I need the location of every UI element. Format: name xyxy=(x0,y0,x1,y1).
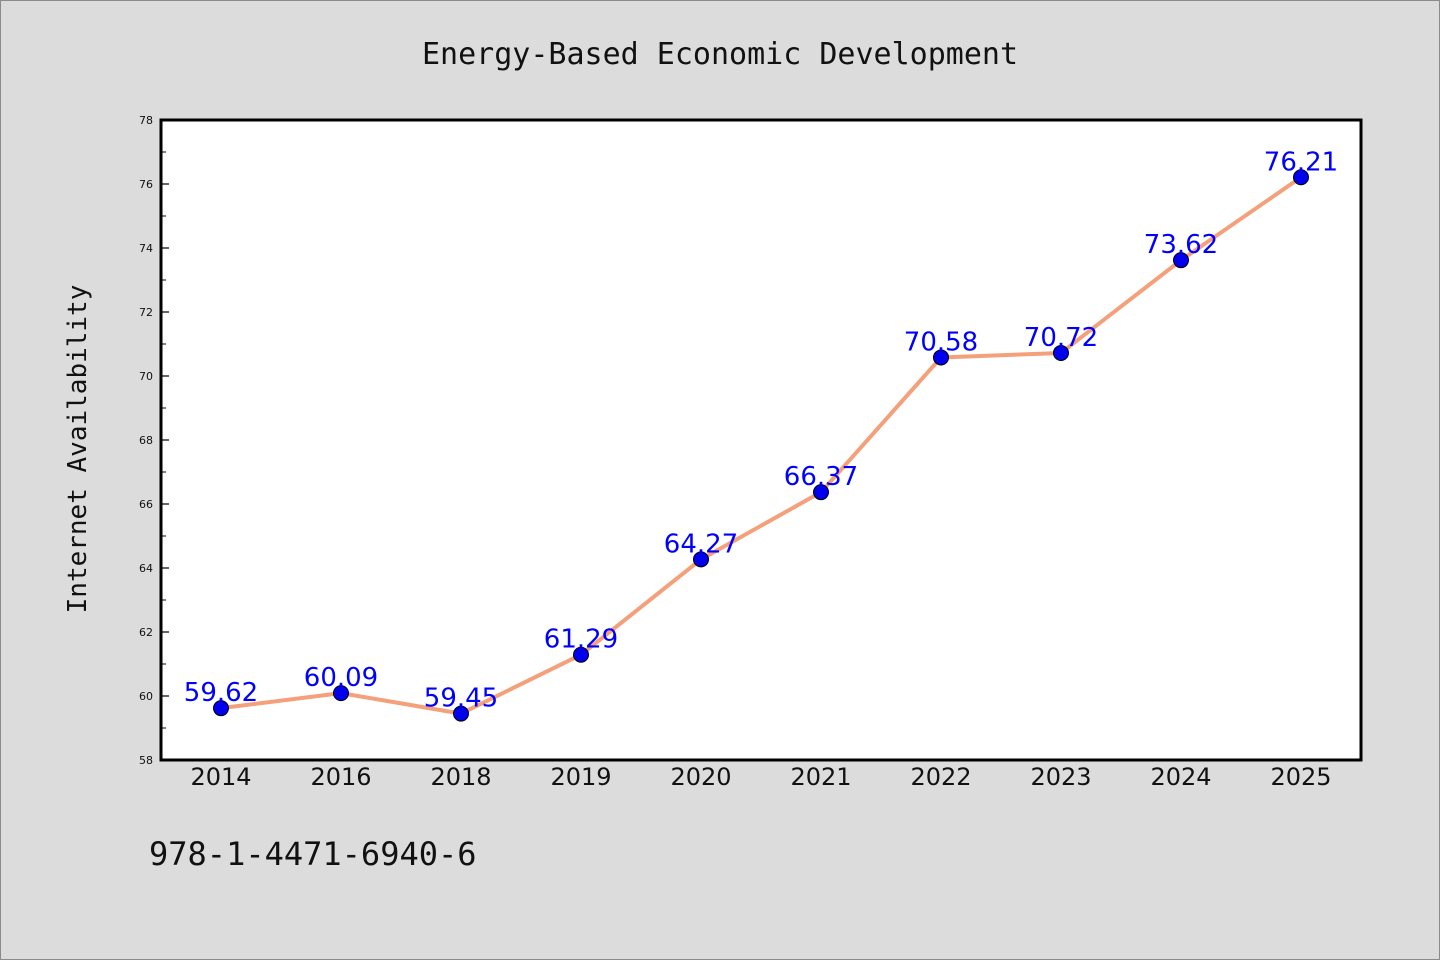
footer-isbn: 978-1-4471-6940-6 xyxy=(149,835,477,873)
y-tick-label: 68 xyxy=(139,434,153,447)
x-tick-label: 2014 xyxy=(190,763,251,791)
data-point xyxy=(1053,344,1069,361)
x-tick-label: 2020 xyxy=(670,763,731,791)
x-tick-label: 2022 xyxy=(910,763,971,791)
plot-area xyxy=(159,118,1363,762)
y-tick-label: 66 xyxy=(139,498,153,511)
data-label: 60.09 xyxy=(304,663,378,693)
data-point xyxy=(213,700,229,717)
data-label: 59.62 xyxy=(184,678,258,708)
x-tick-label: 2024 xyxy=(1150,763,1211,791)
data-point xyxy=(453,705,469,722)
data-label: 76.21 xyxy=(1264,147,1338,177)
y-tick-label: 76 xyxy=(139,178,153,191)
y-axis-label: Internet Availability xyxy=(63,285,93,614)
x-tick-label: 2018 xyxy=(430,763,491,791)
y-tick-label: 62 xyxy=(139,626,153,639)
data-point xyxy=(1173,252,1189,269)
x-tick-label: 2016 xyxy=(310,763,371,791)
data-point xyxy=(693,551,709,568)
series-line xyxy=(219,175,1303,716)
data-label: 70.72 xyxy=(1024,323,1098,353)
y-tick-label: 58 xyxy=(139,754,153,767)
y-tick-label: 64 xyxy=(139,562,153,575)
x-axis: 2014 2016 2018 2019 2020 2021 2022 2023 2024 2025 xyxy=(190,763,1331,791)
data-point xyxy=(1293,169,1309,186)
chart-title: Energy-Based Economic Development xyxy=(422,37,1018,72)
data-labels-group: 59.62 60.09 59.45 61.29 64.27 66.37 70.58 70.72… xyxy=(184,147,1338,713)
y-tick-label: 78 xyxy=(139,114,153,127)
y-tick-label: 74 xyxy=(139,242,153,255)
data-label: 73.62 xyxy=(1144,230,1218,260)
data-point xyxy=(573,646,589,663)
data-label: 70.58 xyxy=(904,327,978,357)
x-tick-label: 2021 xyxy=(790,763,851,791)
data-label: 61.29 xyxy=(544,625,618,655)
data-point xyxy=(933,349,949,366)
data-label: 59.45 xyxy=(424,684,498,714)
y-axis: 58 60 62 64 66 68 70 72 74 76 78 xyxy=(139,114,169,767)
y-tick-label: 72 xyxy=(139,306,153,319)
data-label: 64.27 xyxy=(664,529,738,559)
series-group xyxy=(213,169,1309,722)
data-label: 66.37 xyxy=(784,462,858,492)
x-tick-label: 2019 xyxy=(550,763,611,791)
data-point xyxy=(813,484,829,501)
x-tick-label: 2023 xyxy=(1030,763,1091,791)
y-tick-label: 60 xyxy=(139,690,153,703)
data-point xyxy=(333,685,349,702)
x-tick-label: 2025 xyxy=(1270,763,1331,791)
y-tick-label: 70 xyxy=(139,370,153,383)
